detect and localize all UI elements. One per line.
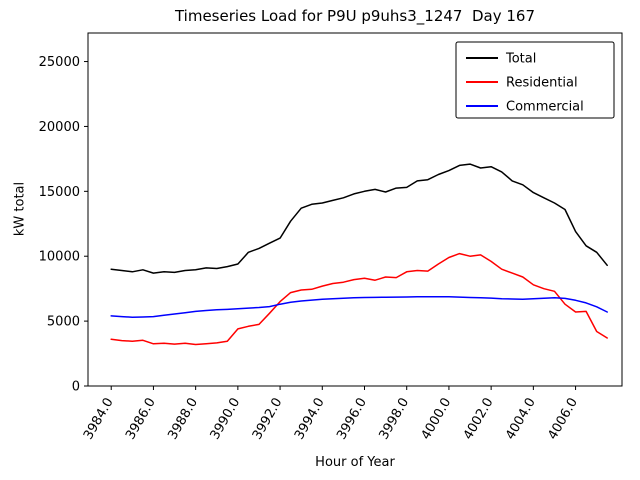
- x-tick-label: 4000.0: [419, 396, 455, 443]
- series-line-residential: [110, 252, 608, 346]
- y-tick-label: 0: [72, 380, 80, 395]
- x-tick-label: 3984.0: [81, 396, 117, 443]
- x-tick-label: 4004.0: [503, 396, 539, 443]
- series-line-total: [110, 163, 608, 274]
- x-tick-label: 3996.0: [334, 396, 370, 443]
- x-tick-label: 3986.0: [123, 396, 159, 443]
- legend-label-commercial: Commercial: [506, 100, 584, 115]
- y-tick-label: 25000: [39, 55, 80, 70]
- x-tick-label: 4006.0: [545, 396, 581, 443]
- chart-title: Timeseries Load for P9U p9uhs3_1247 Day …: [174, 7, 536, 25]
- series-line-commercial: [110, 295, 608, 318]
- x-tick-label: 3992.0: [250, 396, 286, 443]
- x-tick-label: 3994.0: [292, 396, 328, 443]
- y-axis-label: kW total: [12, 181, 28, 237]
- x-axis-label: Hour of Year: [315, 455, 395, 470]
- x-tick-label: 4002.0: [461, 395, 497, 442]
- legend-box: [455, 41, 615, 119]
- legend-label-total: Total: [505, 52, 536, 67]
- x-tick-label: 3988.0: [165, 396, 201, 443]
- y-tick-label: 15000: [39, 185, 80, 200]
- legend-label-residential: Residential: [506, 76, 578, 91]
- y-tick-label: 10000: [39, 250, 80, 265]
- x-tick-label: 3990.0: [208, 396, 244, 443]
- axes-frame: [87, 32, 623, 387]
- x-tick-label: 3998.0: [376, 396, 412, 443]
- y-tick-label: 20000: [39, 120, 80, 135]
- y-tick-label: 5000: [47, 315, 80, 330]
